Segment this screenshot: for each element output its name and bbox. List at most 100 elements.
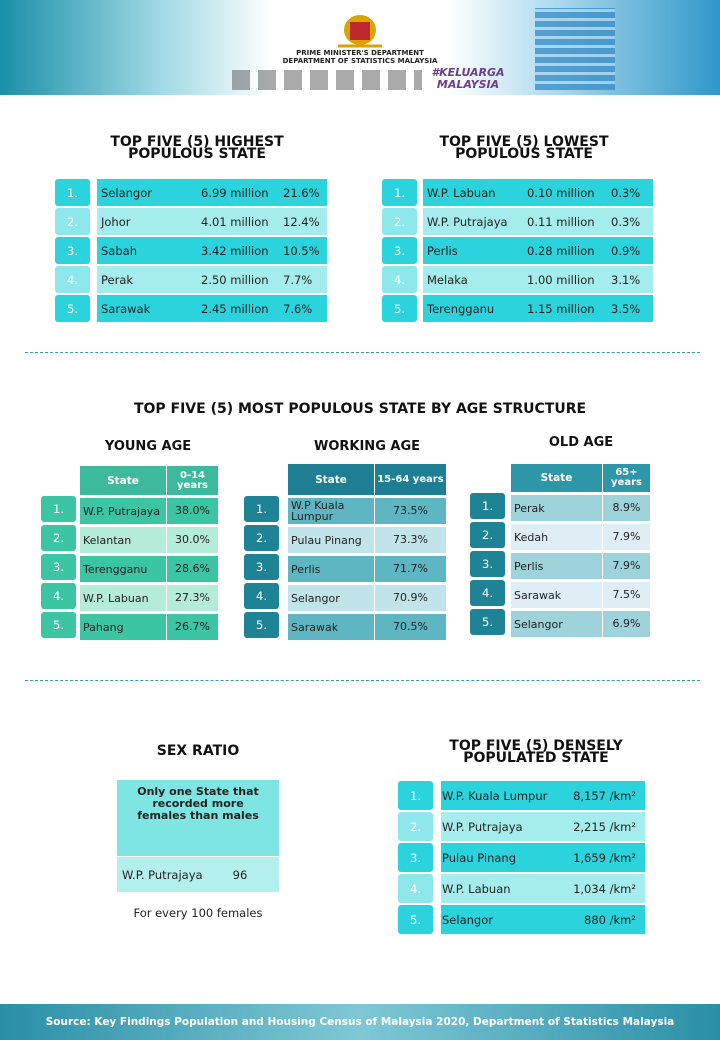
cell: Sarawak: [288, 614, 375, 640]
cell: W.P. Labuan: [80, 585, 167, 611]
note-box: Only one State that recorded more female…: [117, 780, 279, 856]
cell: W.P. Labuan: [427, 185, 496, 200]
ratio-row: [117, 857, 279, 892]
rank-box: 3.: [382, 237, 417, 264]
row: [441, 905, 645, 934]
cell: Pulau Pinang: [288, 527, 375, 553]
cell: 0.3%: [611, 214, 641, 229]
rank-box: 4.: [55, 266, 90, 293]
rank-box: 2.: [41, 525, 76, 551]
rank-box: 4.: [244, 583, 279, 609]
cell: Johor: [101, 214, 131, 229]
cell: 2.45 million: [201, 301, 269, 316]
cell: 8.9%: [603, 495, 650, 521]
rank-box: 1.: [470, 493, 505, 519]
cell: 0.11 million: [527, 214, 595, 229]
table-title: OLD AGE: [548, 435, 614, 450]
cell: Terengganu: [80, 556, 167, 582]
header-cell: 0-14 years: [167, 466, 218, 495]
row: [97, 179, 327, 206]
cell: 70.9%: [375, 585, 446, 611]
row: [441, 781, 645, 810]
cell: 0.9%: [611, 243, 641, 258]
rank-box: 2.: [55, 208, 90, 235]
rank-box: 3.: [398, 843, 433, 872]
cell: 1,034 /km²: [573, 881, 636, 896]
cell: W.P Kuala Lumpur: [288, 498, 375, 524]
cell: W.P. Kuala Lumpur: [442, 788, 548, 803]
cell: 7.9%: [603, 524, 650, 550]
header-cell: 65+ years: [603, 464, 650, 492]
row: [97, 295, 327, 322]
cell: 73.3%: [375, 527, 446, 553]
cell: 21.6%: [283, 185, 320, 200]
cell: W.P. Putrajaya: [80, 498, 167, 524]
dept: PRIME MINISTER'S DEPARTMENT: [296, 48, 424, 57]
rank-box: 2.: [470, 522, 505, 548]
row: [423, 295, 653, 322]
cell: 12.4%: [283, 214, 320, 229]
cell: 4.01 million: [201, 214, 269, 229]
divider: [25, 352, 700, 353]
rank-box: 2.: [398, 812, 433, 841]
header-building: [535, 8, 615, 90]
cell: 3.42 million: [201, 243, 269, 258]
rank-box: 1.: [41, 496, 76, 522]
table-title: WORKING AGE: [314, 439, 420, 454]
section-title: TOP FIVE (5) MOST POPULOUS STATE BY AGE …: [133, 401, 587, 417]
header-cell: State: [80, 466, 167, 495]
crest: [338, 15, 382, 48]
cell: 1.00 million: [527, 272, 595, 287]
cell: 0.3%: [611, 185, 641, 200]
rank-box: 4.: [398, 874, 433, 903]
cell: 1.15 million: [527, 301, 595, 316]
divider: [25, 680, 700, 681]
cell: 1,659 /km²: [573, 850, 636, 865]
rank-box: 3.: [244, 554, 279, 580]
cell: 6.9%: [603, 611, 650, 637]
row: [423, 266, 653, 293]
rank-box: 4.: [470, 580, 505, 606]
cell: Pulau Pinang: [442, 850, 517, 865]
cell: Pahang: [80, 614, 167, 640]
cell: W.P. Labuan: [442, 881, 511, 896]
cell: Kelantan: [80, 527, 167, 553]
header-cell: 15-64 years: [375, 464, 446, 495]
logo-strip: [232, 70, 422, 90]
rank-box: 5.: [398, 905, 433, 934]
cell: Selangor: [511, 611, 603, 637]
cell: 0.28 million: [527, 243, 595, 258]
cell: 7.6%: [283, 301, 313, 316]
cell: W.P. Putrajaya: [122, 867, 203, 882]
cell: Melaka: [427, 272, 468, 287]
cell: Perlis: [427, 243, 458, 258]
row: [97, 266, 327, 293]
rank-box: 4.: [41, 583, 76, 609]
cell: W.P. Putrajaya: [442, 819, 523, 834]
section-title: SEX RATIO: [156, 743, 240, 759]
row: [423, 179, 653, 206]
cell: Kedah: [511, 524, 603, 550]
cell: 7.7%: [283, 272, 313, 287]
rank-box: 5.: [244, 612, 279, 638]
section-title: TOP FIVE (5) HIGHEST POPULOUS STATE: [110, 134, 284, 162]
row: [423, 237, 653, 264]
cell: Selangor: [288, 585, 375, 611]
cell: 7.5%: [603, 582, 650, 608]
cell: 2,215 /km²: [573, 819, 636, 834]
rank-box: 1.: [55, 179, 90, 206]
cell: 880 /km²: [584, 912, 636, 927]
cell: Perak: [101, 272, 134, 287]
table-title: YOUNG AGE: [104, 439, 192, 454]
rank-box: 1.: [244, 496, 279, 522]
cell: W.P. Putrajaya: [427, 214, 508, 229]
row: [97, 237, 327, 264]
cell: 0.10 million: [527, 185, 595, 200]
cell: Selangor: [442, 912, 493, 927]
header-cell: State: [288, 464, 375, 495]
section-title: TOP FIVE (5) LOWEST POPULOUS STATE: [439, 134, 609, 162]
rank-box: 5.: [382, 295, 417, 322]
cell: 7.9%: [603, 553, 650, 579]
section-title: TOP FIVE (5) DENSELY POPULATED STATE: [449, 738, 623, 766]
footer: [0, 1004, 720, 1040]
